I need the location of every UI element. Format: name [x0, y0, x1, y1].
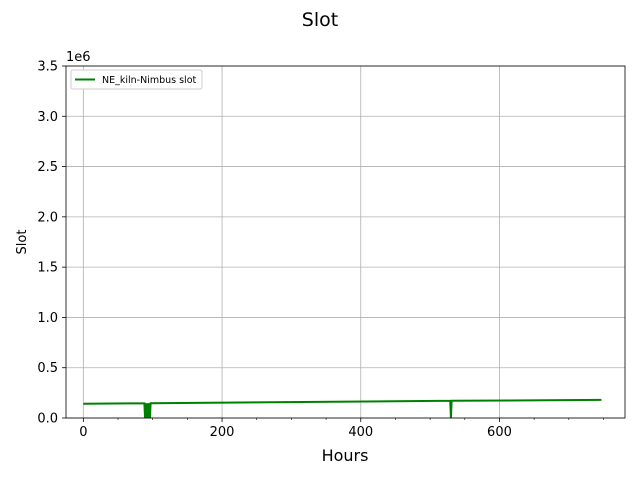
legend-box [70, 69, 203, 90]
series-line [83, 398, 602, 419]
y-tick-label: 1.0 [37, 311, 58, 326]
y-tick-label: 2.5 [37, 160, 58, 175]
x-tick-label: 600 [487, 425, 512, 440]
legend-label: NE_kiln-Nimbus slot [102, 75, 197, 86]
x-axis-label: Hours [322, 446, 369, 465]
legend: NE_kiln-Nimbus slot [70, 69, 203, 90]
y-tick-label: 0.0 [37, 412, 58, 427]
axes-frame [65, 65, 626, 419]
y-tick-label: 0.5 [37, 361, 58, 376]
x-tick-label: 400 [348, 425, 373, 440]
axes [62, 65, 626, 422]
y-tick-label: 2.0 [37, 210, 58, 225]
y-tick-label: 3.0 [37, 110, 58, 125]
tick-labels: 0 200 400 600 0.0 0.5 1.0 1.5 2.0 2.5 3.0 3.5 [37, 60, 512, 441]
plot-area [83, 398, 602, 419]
y-axis-offset-label: 1e6 [66, 50, 91, 65]
x-tick-label: 0 [79, 425, 87, 440]
grid-lines [66, 65, 625, 419]
y-tick-label: 3.5 [37, 60, 58, 75]
x-tick-label: 200 [210, 425, 235, 440]
y-axis-label: Slot [15, 230, 30, 255]
chart-title: Slot [302, 9, 338, 31]
y-tick-label: 1.5 [37, 261, 58, 276]
